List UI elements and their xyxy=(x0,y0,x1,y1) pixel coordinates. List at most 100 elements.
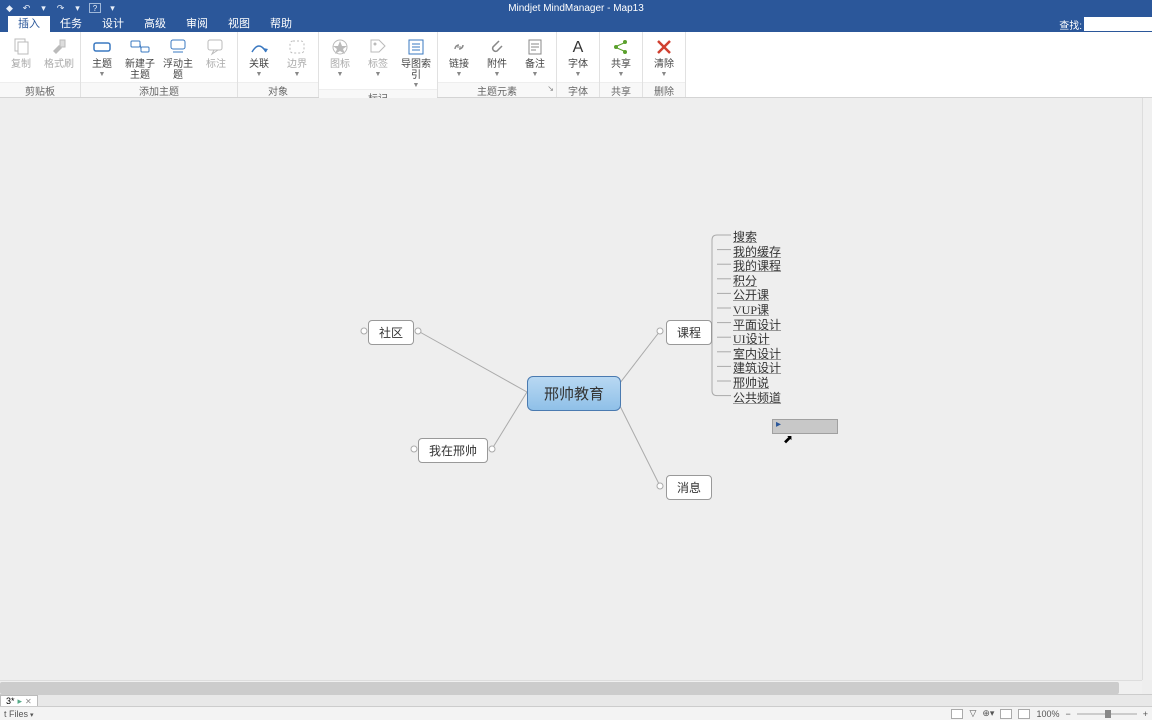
menu-tab-3[interactable]: 高级 xyxy=(134,16,176,32)
ribbon-button-font[interactable]: A字体▼ xyxy=(559,35,597,82)
brush-icon xyxy=(49,37,69,57)
search-label: 查找: xyxy=(1059,17,1082,32)
ribbon-group-label: 对象 xyxy=(238,82,318,97)
central-topic[interactable]: 邢帅教育 xyxy=(527,376,621,411)
ribbon-button-note[interactable]: 备注▼ xyxy=(516,35,554,82)
index-icon xyxy=(406,37,426,57)
marker-icon xyxy=(330,37,350,57)
ribbon-button-tag: 标签▼ xyxy=(359,35,397,89)
attach-icon xyxy=(487,37,507,57)
new-topic-editing[interactable] xyxy=(772,419,838,434)
close-tab-icon[interactable]: ✕ xyxy=(25,697,32,706)
menu-tab-4[interactable]: 审阅 xyxy=(176,16,218,32)
view-button-2[interactable] xyxy=(1000,709,1012,719)
ribbon-button-relation[interactable]: 关联▼ xyxy=(240,35,278,82)
scroll-thumb[interactable] xyxy=(0,682,1119,694)
qat-customize-icon[interactable]: ▾ xyxy=(107,3,118,14)
dropdown-icon: ▼ xyxy=(494,71,501,78)
ribbon-button-link[interactable]: 链接▼ xyxy=(440,35,478,82)
menu-tab-6[interactable]: 帮助 xyxy=(260,16,302,32)
ribbon-group-2: 关联▼边界▼对象 xyxy=(238,32,319,97)
ribbon-button-boundary: 边界▼ xyxy=(278,35,316,82)
branch-topic-1[interactable]: 我在邢帅 xyxy=(418,438,488,463)
zoom-out-icon[interactable]: − xyxy=(1065,709,1070,719)
document-tab-strip: 3* ▸ ✕ xyxy=(0,694,1152,706)
redo-icon[interactable]: ↷ xyxy=(55,3,66,14)
ribbon-group-3: 图标▼标签▼导图索引▼标记 xyxy=(319,32,438,97)
app-title: Mindjet MindManager - Map13 xyxy=(508,3,644,14)
dropdown-icon: ▼ xyxy=(294,71,301,78)
redo-drop-icon[interactable]: ▾ xyxy=(72,3,83,14)
zoom-slider[interactable] xyxy=(1077,713,1137,715)
undo-drop-icon[interactable]: ▾ xyxy=(38,3,49,14)
menu-tab-0[interactable]: 插入 xyxy=(8,16,50,32)
dropdown-icon: ▼ xyxy=(256,71,263,78)
dropdown-icon: ▼ xyxy=(456,71,463,78)
tab-nav-icon[interactable]: ▸ xyxy=(18,696,23,707)
dropdown-icon: ▼ xyxy=(99,71,106,78)
ribbon-group-label: 共享 xyxy=(600,82,642,97)
ribbon-group-label: 添加主题 xyxy=(81,82,237,97)
branch-topic-2[interactable]: 课程 xyxy=(666,320,712,345)
ribbon-button-label: 格式刷 xyxy=(44,59,74,70)
ribbon-button-clear[interactable]: 清除▼ xyxy=(645,35,683,82)
leaf-topic-11[interactable]: 公共频道 xyxy=(733,389,781,406)
document-tab[interactable]: 3* ▸ ✕ xyxy=(0,695,38,706)
ribbon-button-label: 浮动主题 xyxy=(159,59,197,81)
ribbon-group-6: 共享▼共享 xyxy=(600,32,643,97)
dropdown-icon: ▼ xyxy=(532,71,539,78)
quick-access-toolbar: ◆ ↶ ▾ ↷ ▾ ? ▾ xyxy=(0,3,118,14)
ribbon-button-subtopic[interactable]: 新建子主题 xyxy=(121,35,159,82)
ribbon-button-float[interactable]: 浮动主题 xyxy=(159,35,197,82)
menu-tab-5[interactable]: 视图 xyxy=(218,16,260,32)
ribbon-group-1: 主题▼新建子主题浮动主题标注添加主题 xyxy=(81,32,238,97)
ribbon-button-label: 链接 xyxy=(449,59,469,70)
callout-icon xyxy=(206,37,226,57)
app-icon[interactable]: ◆ xyxy=(4,3,15,14)
zoom-in-icon[interactable]: + xyxy=(1143,709,1148,719)
ribbon-button-brush: 格式刷 xyxy=(40,35,78,82)
dialog-launcher-icon[interactable]: ↘ xyxy=(547,84,554,93)
status-bar: t Files ▾ ▽ ⊕▾ 100% − + xyxy=(0,706,1152,720)
undo-icon[interactable]: ↶ xyxy=(21,3,32,14)
view-button-3[interactable] xyxy=(1018,709,1030,719)
search-input[interactable] xyxy=(1084,17,1152,31)
zoom-level[interactable]: 100% xyxy=(1036,709,1059,719)
ribbon-group-4: 链接▼附件▼备注▼主题元素↘ xyxy=(438,32,557,97)
ribbon-button-topic[interactable]: 主题▼ xyxy=(83,35,121,82)
zoom-fit-icon[interactable]: ⊕▾ xyxy=(982,708,994,719)
svg-text:A: A xyxy=(573,39,584,56)
float-icon xyxy=(168,37,188,57)
branch-topic-3[interactable]: 消息 xyxy=(666,475,712,500)
menu-tab-1[interactable]: 任务 xyxy=(50,16,92,32)
horizontal-scrollbar[interactable] xyxy=(0,680,1142,694)
clear-icon xyxy=(654,37,674,57)
view-button-1[interactable] xyxy=(951,709,963,719)
dropdown-icon: ▼ xyxy=(618,71,625,78)
ribbon-button-index[interactable]: 导图索引▼ xyxy=(397,35,435,89)
mindmap-canvas[interactable]: 邢帅教育社区我在邢帅课程消息搜索我的缓存我的课程积分公开课VUP课平面设计UI设… xyxy=(0,98,1142,680)
ribbon-group-label: 剪贴板 xyxy=(0,82,80,97)
ribbon-button-label: 主题 xyxy=(92,59,112,70)
dropdown-icon: ▼ xyxy=(661,71,668,78)
ribbon-button-copy: 复制 xyxy=(2,35,40,82)
vertical-scrollbar[interactable] xyxy=(1142,98,1152,680)
ribbon-button-attach[interactable]: 附件▼ xyxy=(478,35,516,82)
branch-topic-0[interactable]: 社区 xyxy=(368,320,414,345)
ribbon-button-label: 边界 xyxy=(287,59,307,70)
ribbon-button-share[interactable]: 共享▼ xyxy=(602,35,640,82)
menu-tab-2[interactable]: 设计 xyxy=(92,16,134,32)
ribbon-button-label: 清除 xyxy=(654,59,674,70)
ribbon-button-label: 标签 xyxy=(368,59,388,70)
ribbon-group-7: 清除▼删除 xyxy=(643,32,686,97)
ribbon-group-0: 复制格式刷剪贴板 xyxy=(0,32,81,97)
ribbon-button-label: 图标 xyxy=(330,59,350,70)
dropdown-icon: ▼ xyxy=(337,71,344,78)
mouse-cursor-icon: ⬉ xyxy=(783,432,793,446)
ribbon-group-label: 字体 xyxy=(557,82,599,97)
ribbon-group-label: 主题元素↘ xyxy=(438,82,556,97)
subtopic-icon xyxy=(130,37,150,57)
help-icon[interactable]: ? xyxy=(89,3,101,13)
note-icon xyxy=(525,37,545,57)
filter-icon[interactable]: ▽ xyxy=(969,708,976,719)
